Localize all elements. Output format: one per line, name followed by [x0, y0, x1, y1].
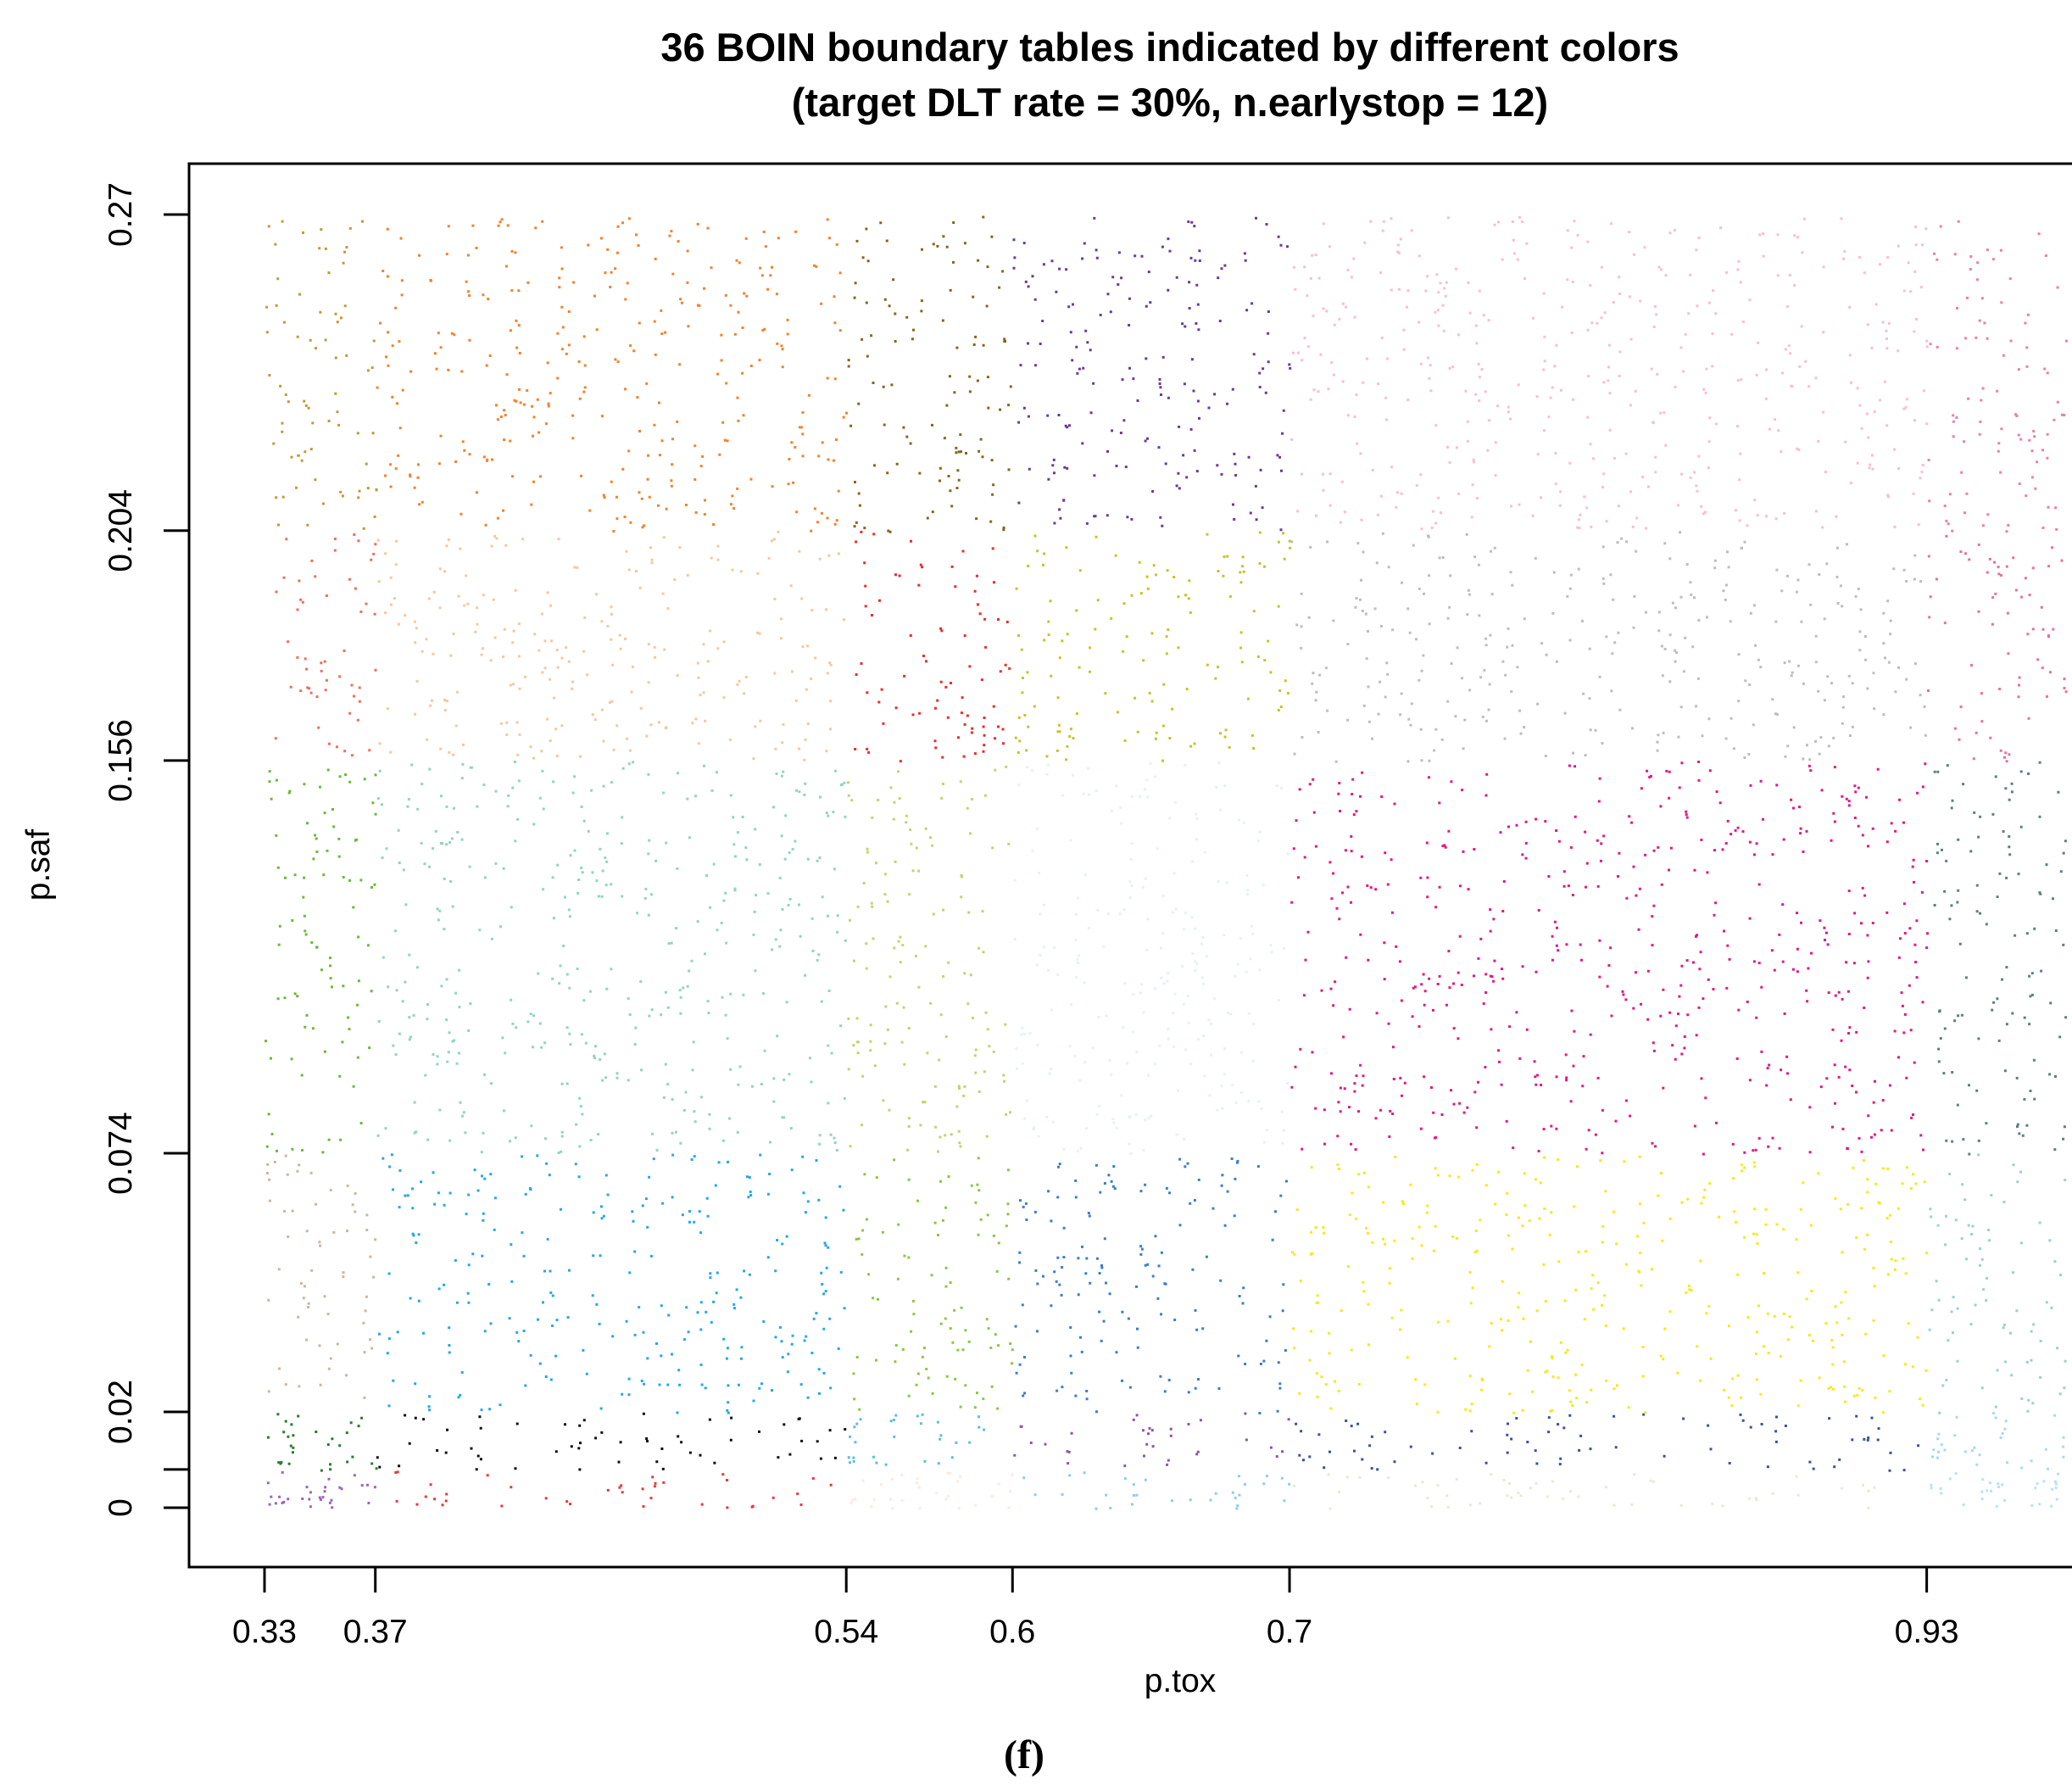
axes: 0.33 0.37 0.54 0.6 0.7 0.93 0 0.02 0.074 0.156 0.2…	[103, 182, 1959, 1650]
scatter-point-cluster	[1933, 761, 2068, 1156]
region-1-2	[847, 1413, 986, 1466]
scatter-point-cluster	[265, 768, 377, 1154]
region-2-5	[1928, 1153, 2067, 1414]
y-tick-label: 0.074	[103, 1112, 139, 1195]
region-4-4	[1290, 531, 1927, 763]
region-2-4	[1291, 1155, 1929, 1414]
x-tick-label: 0.6	[989, 1614, 1035, 1650]
y-tick-label: 0	[103, 1498, 139, 1517]
plot-frame	[187, 162, 2072, 1569]
scatter-point-cluster	[266, 1470, 376, 1509]
scatter-point-cluster	[274, 533, 377, 757]
scatter-point-cluster	[1013, 1412, 1290, 1468]
region-0-3	[1022, 1471, 1291, 1510]
scatter-point-cluster	[376, 761, 847, 1154]
chart-subtitle: (target DLT rate = 30%, n.earlystop = 12…	[792, 80, 1548, 125]
region-1-5	[1931, 1412, 2065, 1470]
x-tick-label: 0.54	[814, 1614, 878, 1650]
scatter-point-cluster	[854, 530, 1011, 763]
region-5-3	[1012, 216, 1292, 532]
region-4-3	[1014, 531, 1292, 762]
region-5-2	[847, 215, 1012, 533]
scatter-point-cluster	[847, 215, 1012, 533]
region-0-5	[1930, 1472, 2060, 1508]
region-1-3	[1013, 1412, 1290, 1468]
region-4-1	[376, 531, 845, 761]
scatter-point-cluster	[266, 1413, 378, 1472]
y-tick-label: 0.27	[103, 182, 139, 247]
region-3-2	[847, 765, 1012, 1153]
x-tick-label: 0.93	[1895, 1614, 1959, 1650]
region-1-4	[1295, 1413, 1920, 1472]
region-3-4	[1290, 761, 1929, 1156]
scatter-point-cluster	[847, 1413, 986, 1466]
y-axis-label: p.saf	[20, 829, 57, 901]
x-tick-label: 0.33	[232, 1614, 297, 1650]
scatter-point-cluster	[376, 1412, 847, 1471]
scatter-point-cluster	[1014, 1157, 1288, 1414]
y-tick-label: 0.02	[103, 1380, 139, 1444]
y-tick-label: 0.204	[103, 489, 139, 572]
y-tick-label: 0.156	[103, 719, 139, 802]
panel-label: (f)	[1004, 1732, 1044, 1777]
region-5-4	[1290, 215, 1929, 531]
region-4-0	[274, 533, 377, 757]
scatter-point-cluster	[1293, 1473, 1876, 1510]
x-tick-label: 0.37	[343, 1614, 408, 1650]
region-0-4	[1293, 1473, 1876, 1510]
region-5-1	[376, 217, 849, 533]
x-tick-label: 0.7	[1267, 1614, 1312, 1650]
scatter-point-cluster	[378, 1153, 846, 1414]
scatter-point-cluster	[1022, 1471, 1291, 1510]
region-4-5	[1927, 534, 2068, 763]
scatter-point-cluster	[1291, 1155, 1929, 1414]
scatter-point-cluster	[1290, 531, 1927, 763]
region-0-2	[849, 1471, 1014, 1510]
scatter-point-cluster	[376, 217, 849, 533]
region-2-2	[852, 1157, 1014, 1411]
region-3-1	[376, 761, 847, 1154]
region-0-1	[394, 1470, 833, 1509]
scatter-point-cluster	[1290, 761, 1929, 1156]
scatter-point-cluster	[1014, 531, 1292, 762]
x-axis-label: p.tox	[1145, 1663, 1217, 1699]
region-3-3	[1013, 761, 1289, 1155]
region-2-1	[378, 1153, 846, 1414]
scatter-point-cluster	[376, 531, 845, 761]
region-0-0	[266, 1470, 376, 1509]
scatter-point-cluster	[1013, 761, 1289, 1155]
scatter-point-cluster	[1930, 1472, 2060, 1508]
scatter-point-cluster	[847, 765, 1012, 1153]
scatter-point-cluster	[1295, 1413, 1920, 1472]
scatter-point-cluster	[1931, 1412, 2065, 1470]
scatter-point-cluster	[394, 1470, 833, 1509]
scatter-point-cluster	[1290, 215, 1929, 531]
region-3-5	[1933, 761, 2068, 1156]
scatter-point-cluster	[852, 1157, 1014, 1411]
region-5-0	[265, 220, 378, 530]
region-1-0	[266, 1413, 378, 1472]
scatter-point-cluster	[265, 1154, 377, 1399]
chart-title: 36 BOIN boundary tables indicated by dif…	[660, 25, 1679, 70]
scatter-point-cluster	[849, 1471, 1014, 1510]
scatter-point-cluster	[1012, 216, 1292, 532]
scatter-point-cluster	[1927, 534, 2068, 763]
scatter-point-cluster	[1927, 220, 2068, 533]
scatter-point-cluster	[1928, 1153, 2067, 1414]
region-3-0	[265, 768, 377, 1154]
region-1-1	[376, 1412, 847, 1471]
region-5-5	[1927, 220, 2068, 533]
scatter-point-cluster	[265, 220, 378, 530]
region-4-2	[854, 530, 1011, 763]
region-2-3	[1014, 1157, 1288, 1414]
scatter-points	[265, 215, 2068, 1510]
region-2-0	[265, 1154, 377, 1399]
